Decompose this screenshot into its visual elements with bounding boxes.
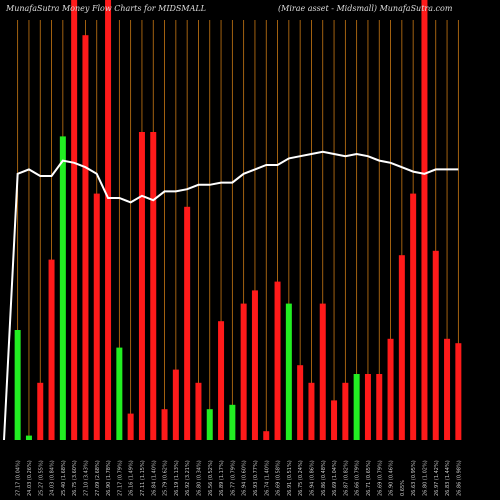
bar xyxy=(37,382,44,440)
bar xyxy=(25,435,32,440)
x-tick-label: 26.66 (0.79%) xyxy=(355,460,361,496)
bar xyxy=(444,338,451,440)
bar xyxy=(82,35,89,440)
x-tick-label: 26.75 (3.60%) xyxy=(72,460,78,496)
bar xyxy=(127,413,134,440)
bar xyxy=(184,206,191,440)
bar xyxy=(353,374,360,440)
bar xyxy=(116,347,123,440)
x-tick-label: 26.63 (0.95%) xyxy=(411,460,417,496)
x-tick-label: 26.77 (0.79%) xyxy=(230,460,236,496)
x-tick-label: 25.79 (0.62%) xyxy=(163,460,169,496)
x-tick-label: 26.69 (1.04%) xyxy=(332,460,338,496)
bar xyxy=(218,321,225,440)
x-tick-label: 26.94 (0.60%) xyxy=(242,460,248,496)
bar xyxy=(138,132,145,440)
x-tick-label: 26.69 (0.58%) xyxy=(276,460,282,496)
x-tick-label: 26.89 (1.17%) xyxy=(219,460,225,496)
bar xyxy=(48,259,55,440)
x-tick-label: 26.75 (0.24%) xyxy=(298,460,304,496)
x-tick-label: 0.65% xyxy=(400,480,406,496)
bar xyxy=(263,431,270,440)
bar xyxy=(410,193,417,440)
bar xyxy=(14,330,21,440)
bar xyxy=(59,136,66,440)
x-tick-label: 26.97 (1.42%) xyxy=(434,460,440,496)
bar xyxy=(387,338,394,440)
x-tick-label: 27.10 (3.43%) xyxy=(83,460,89,496)
x-tick-label: 26.84 (1.40%) xyxy=(151,460,157,496)
x-tick-label: 26.92 (3.21%) xyxy=(185,460,191,496)
price-line xyxy=(3,150,459,441)
bar xyxy=(240,303,247,440)
x-tick-label: 26.90 (0.46%) xyxy=(389,460,395,496)
x-tick-label: 26.86 (0.98%) xyxy=(456,460,462,496)
bar xyxy=(376,374,383,440)
x-tick-label: 26.16 (1.49%) xyxy=(129,460,135,496)
x-tick-label: 26.19 (1.13%) xyxy=(174,460,180,496)
bar xyxy=(421,0,428,440)
x-tick-label: 27.11 (1.15%) xyxy=(140,460,146,496)
chart-source: (Mirae asset - Midsmall) MunafaSutra.com xyxy=(278,4,453,13)
x-tick-label: 27.17 (0.04%) xyxy=(16,460,22,496)
bar xyxy=(331,400,338,440)
x-tick-label: 26.80 (1.02%) xyxy=(422,460,428,496)
x-tick-label: 26.71 (0.65%) xyxy=(366,460,372,496)
bar xyxy=(398,255,405,440)
x-tick-label: 27.17 (0.79%) xyxy=(117,460,123,496)
bar xyxy=(297,365,304,440)
bar xyxy=(229,404,236,440)
x-tick-label: 26.93 (0.77%) xyxy=(253,460,259,496)
bar xyxy=(342,382,349,440)
bar xyxy=(172,369,179,440)
x-tick-label: 26.56 (0.52%) xyxy=(208,460,214,496)
bar xyxy=(71,0,78,440)
x-tick-label: 26.91 (0.51%) xyxy=(287,460,293,496)
bar xyxy=(455,343,462,440)
bars-group xyxy=(14,0,462,440)
chart-title: MunafaSutra Money Flow Charts for MIDSMA… xyxy=(6,4,206,13)
x-tick-label: 26.74 (1.40%) xyxy=(264,460,270,496)
x-tick-label: 25.40 (1.68%) xyxy=(61,460,67,496)
bar xyxy=(319,303,326,440)
x-tick-label: 26.80 (0.34%) xyxy=(196,460,202,496)
bar xyxy=(308,382,315,440)
x-tick-label: 24.03 (0.26%) xyxy=(27,460,33,496)
bar xyxy=(93,193,100,440)
x-tick-label: 26.83 (1.44%) xyxy=(445,460,451,496)
x-tick-label: 26.86 (0.48%) xyxy=(321,460,327,496)
bar xyxy=(161,409,168,440)
bar xyxy=(206,409,213,440)
x-tick-label: 27.09 (2.68%) xyxy=(95,460,101,496)
x-tick-label: 26.69 (0.79%) xyxy=(377,460,383,496)
bar xyxy=(195,382,202,440)
bar xyxy=(251,290,258,440)
bar xyxy=(364,374,371,440)
x-axis-labels: 27.17 (0.04%) 24.03 (0.26%) 25.27 (0.55%) 2… xyxy=(16,460,463,496)
x-tick-label: 26.90 (1.78%) xyxy=(106,460,112,496)
bar xyxy=(150,132,157,440)
bar xyxy=(285,303,292,440)
x-tick-label: 25.27 (0.55%) xyxy=(38,460,44,496)
x-tick-label: 24.03 (0.84%) xyxy=(50,460,56,496)
bar xyxy=(105,0,112,440)
bar xyxy=(274,281,281,440)
bar xyxy=(432,250,439,440)
x-tick-label: 26.94 (0.86%) xyxy=(309,460,315,496)
x-tick-label: 26.87 (0.82%) xyxy=(343,460,349,496)
